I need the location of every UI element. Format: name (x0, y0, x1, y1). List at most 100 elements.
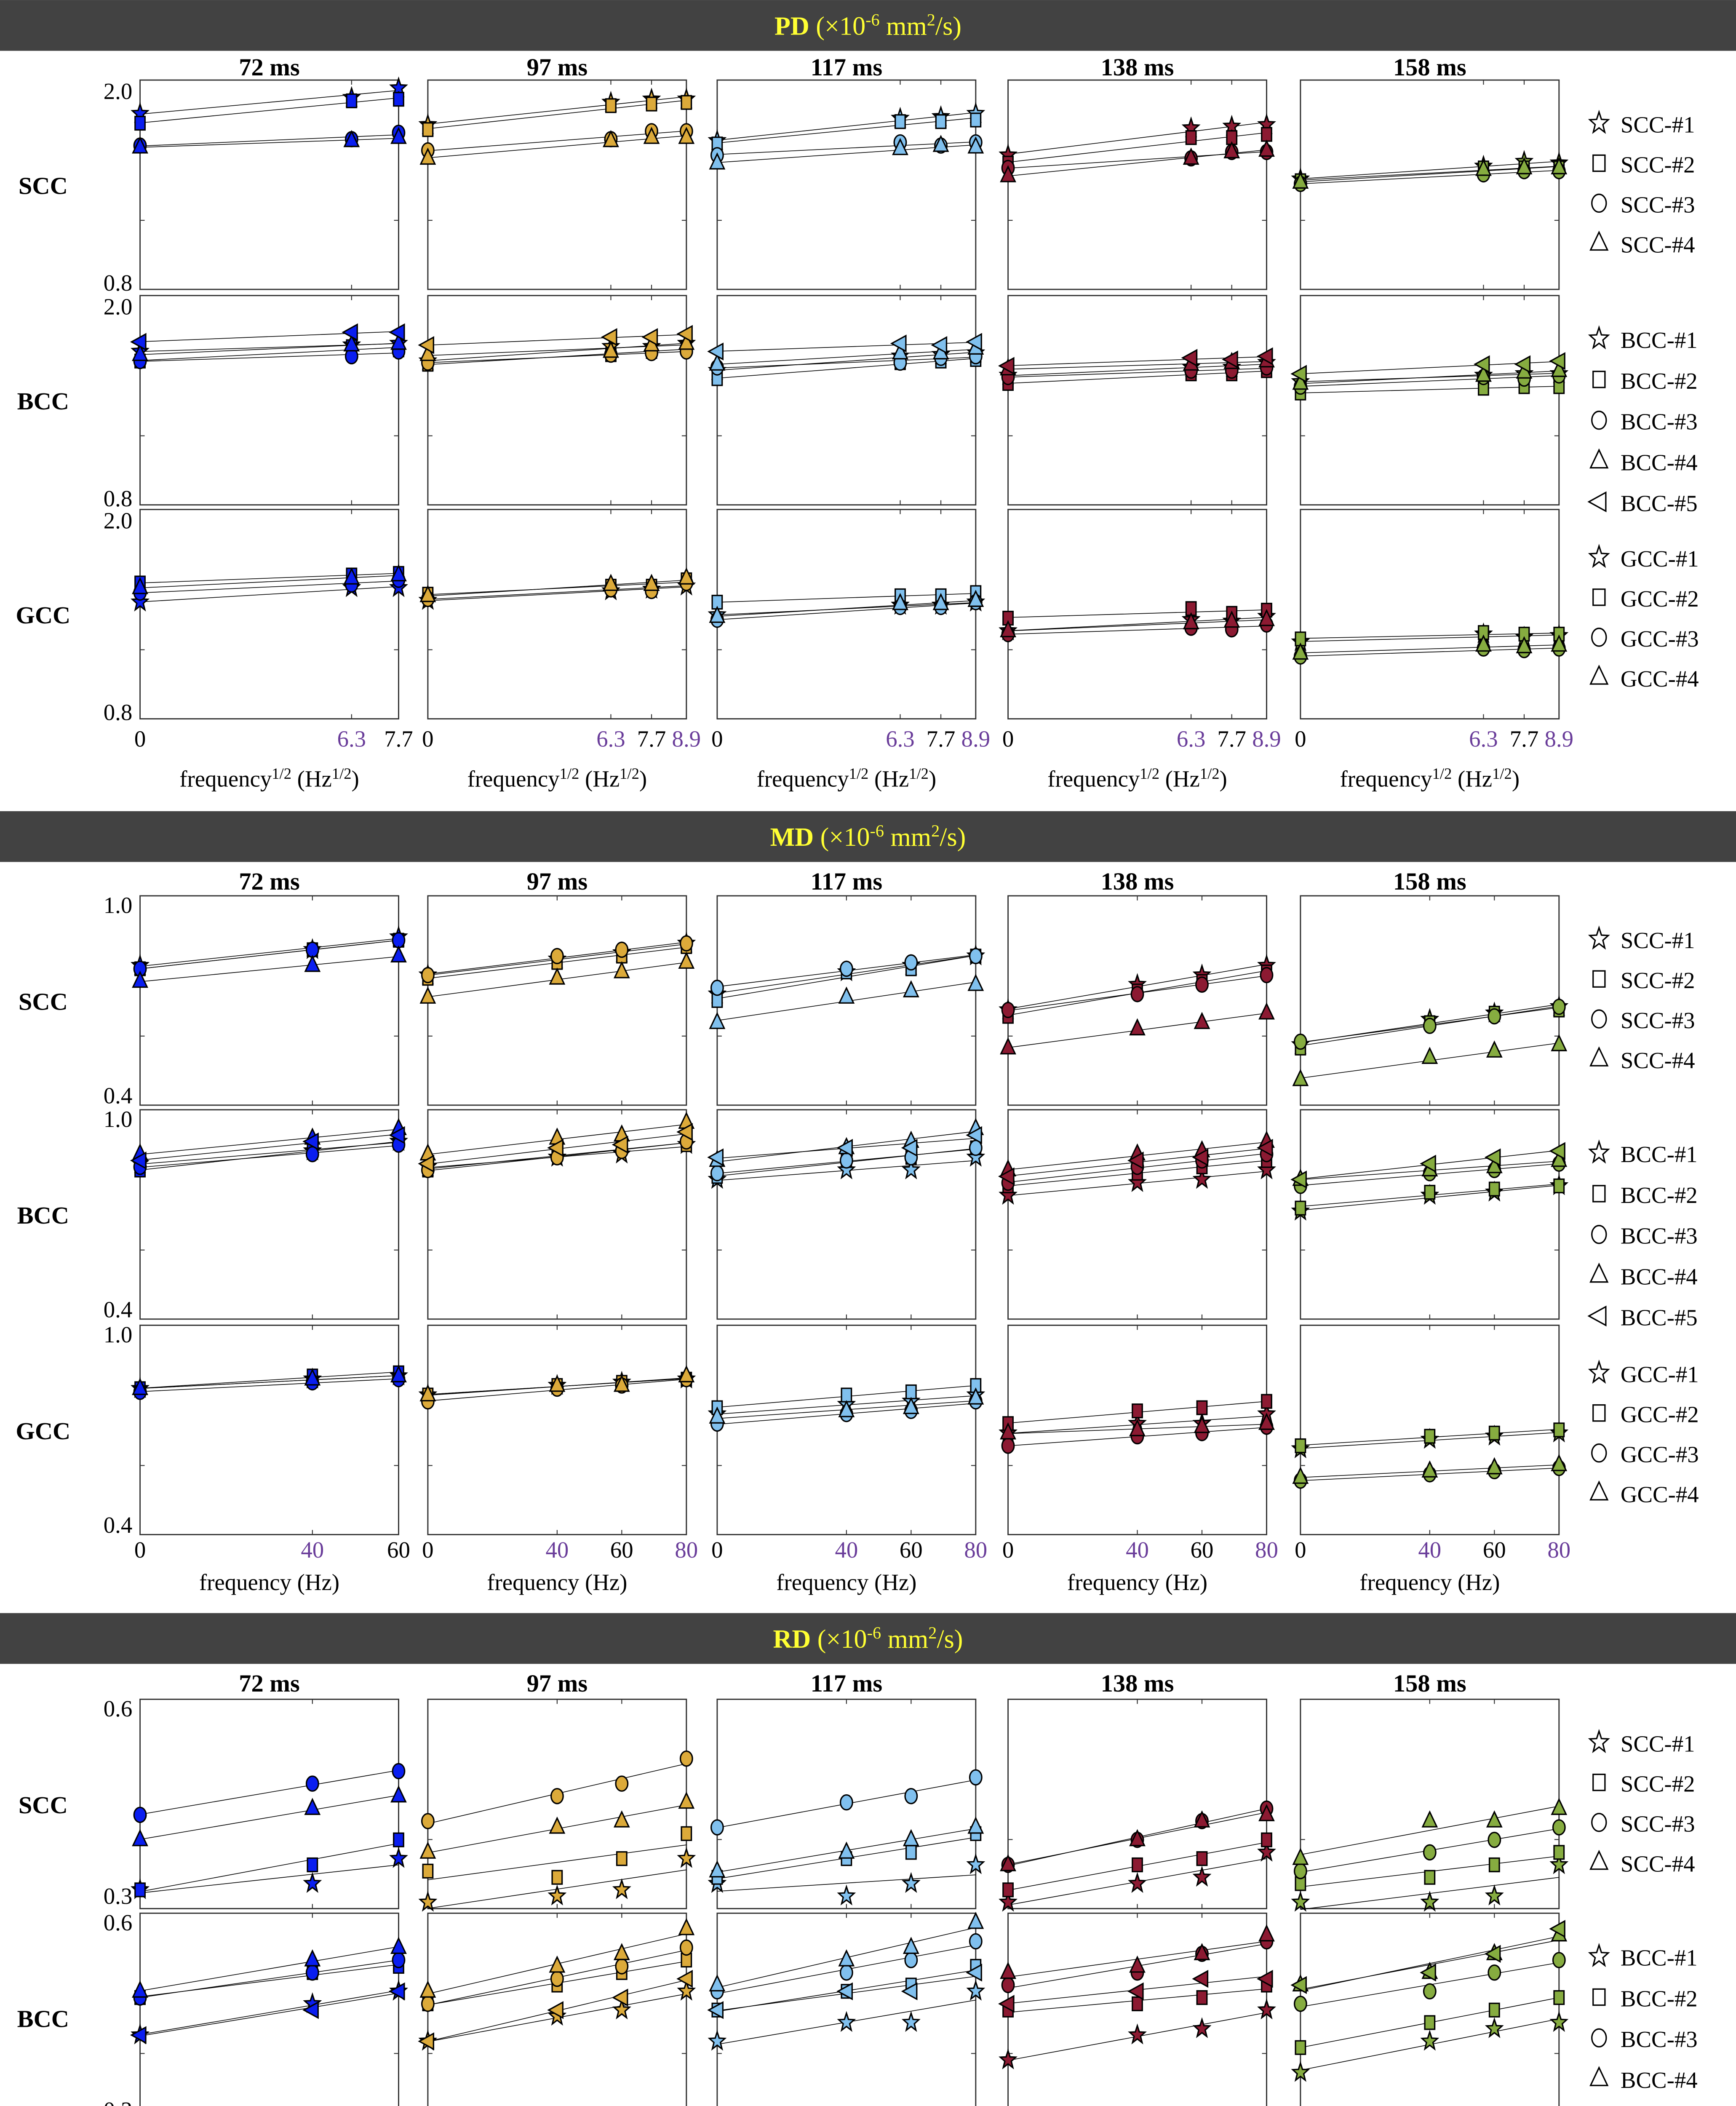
section-pd: PD (×10-6 mm2/s)72 ms0.82.0SCC0.82.0BCC0… (0, 0, 1736, 791)
data-point-circle (1488, 1831, 1501, 1848)
panel-md-scc-117ms (708, 895, 986, 1106)
data-point-triangle-left (130, 333, 147, 351)
data-point-circle (1195, 976, 1209, 993)
data-point-triangle-up (903, 1829, 919, 1847)
y-tick-label: 0.6 (104, 1910, 133, 1935)
plot-area (1300, 509, 1560, 720)
column-title: 72 ms (239, 53, 300, 81)
fit-line (717, 342, 976, 352)
plot-area (427, 295, 687, 506)
fit-line (1008, 617, 1267, 631)
data-point-triangle-left (1290, 1171, 1307, 1189)
data-point-triangle-up (390, 1785, 407, 1803)
data-point-triangle-up (1000, 1037, 1016, 1055)
fit-line (427, 586, 686, 601)
panel-rd-bcc-138ms (998, 1912, 1276, 2106)
data-point-triangle-left (641, 328, 658, 346)
data-point-circle (1552, 999, 1566, 1015)
data-point-triangle-up (678, 1791, 695, 1809)
fit-line (427, 344, 686, 356)
legend-item: SCC-#3 (1591, 1811, 1695, 1837)
data-point-circle (615, 1775, 629, 1792)
data-point-circle (392, 1763, 406, 1780)
data-point-circle (305, 1964, 319, 1981)
legend-item: BCC-#5 (1587, 490, 1698, 516)
fit-line (427, 351, 686, 363)
data-point-square (1261, 127, 1272, 142)
data-point-triangle-left (1192, 1970, 1209, 1988)
data-point-triangle-up (1292, 642, 1309, 660)
legend-label: SCC-#4 (1621, 1048, 1695, 1073)
legend-item: BCC-#4 (1589, 1262, 1698, 1290)
fit-line (427, 96, 686, 125)
fit-line (1008, 368, 1267, 378)
x-tick-label: 8.9 (672, 726, 701, 751)
plot-area (1300, 895, 1560, 1106)
data-point-triangle-left (676, 325, 693, 343)
data-point-star (1257, 1998, 1276, 2020)
row-label: GCC (16, 601, 70, 629)
x-tick-label: 60 (610, 1537, 633, 1563)
fit-line (717, 144, 976, 163)
fit-line (717, 112, 976, 141)
panel-rd-scc-117ms (708, 1698, 986, 1909)
data-point-triangle-up (1475, 364, 1492, 382)
fit-line (140, 938, 399, 967)
data-point-triangle-up (903, 1397, 919, 1414)
legend-item: GCC-#3 (1591, 1442, 1699, 1467)
x-tick-label: 7.7 (1217, 726, 1246, 751)
data-point-triangle-up (343, 130, 360, 147)
data-point-star (837, 1884, 856, 1906)
data-point-triangle-left (418, 1155, 434, 1173)
fit-line (717, 141, 976, 155)
data-point-square (841, 1387, 852, 1403)
x-tick-label: 0 (422, 726, 433, 751)
legend-item: GCC-#3 (1591, 626, 1699, 652)
fit-line (140, 1959, 399, 1998)
data-point-star (1549, 2011, 1569, 2032)
data-point-triangle-up (967, 974, 984, 991)
data-point-triangle-left (1549, 1142, 1565, 1160)
legend-star-icon (1588, 1729, 1610, 1753)
legend-item: GCC-#4 (1589, 1480, 1699, 1507)
data-point-triangle-left (418, 336, 434, 354)
data-point-triangle-left (388, 323, 405, 342)
data-point-triangle-up (1258, 1002, 1275, 1020)
legend-item: GCC-#4 (1589, 664, 1699, 692)
fit-line (427, 135, 686, 158)
panel-md-gcc-72ms: 0.4 1.0 0 40 60 frequency (Hz) (104, 1322, 410, 1595)
fit-line (140, 1371, 399, 1389)
section-header-bar (0, 0, 1736, 51)
data-point-triangle-left (302, 2001, 319, 2019)
panel-rd-scc-138ms (999, 1698, 1276, 1912)
fit-line (717, 357, 976, 369)
legend-triangle-up-icon (1589, 230, 1609, 251)
panel-md-scc-158ms (1291, 895, 1569, 1106)
data-point-triangle-left (601, 328, 617, 346)
x-tick-label: 80 (964, 1537, 987, 1563)
data-point-triangle-up (709, 353, 726, 371)
y-tick-label: 0.8 (104, 486, 133, 511)
x-tick-label: 0 (134, 726, 146, 751)
data-point-star (837, 1158, 856, 1179)
data-point-triangle-left (1484, 1945, 1501, 1963)
legend-triangle-up-icon (1589, 1480, 1609, 1501)
y-tick-label: 0.3 (104, 2097, 133, 2106)
plot-area (1300, 295, 1560, 506)
panel-pd-bcc-138ms (998, 295, 1276, 506)
x-tick-label: 0 (711, 1537, 723, 1563)
legend-star-icon (1588, 325, 1610, 350)
data-point-triangle-up (419, 986, 436, 1004)
panel-pd-gcc-97ms: 0 6.3 7.7 8.9 frequency1/2 (Hz1/2) (418, 509, 701, 791)
data-point-square (895, 114, 906, 129)
fit-line (1008, 371, 1267, 384)
legend-item: SCC-#4 (1589, 1849, 1695, 1877)
data-point-circle (305, 1775, 319, 1792)
row-label: SCC (19, 1791, 68, 1819)
data-point-triangle-left (836, 1982, 853, 2001)
data-point-triangle-left (302, 1132, 319, 1151)
fit-line (1300, 634, 1559, 642)
data-point-triangle-up (132, 970, 148, 988)
legend-triangle-up-icon (1589, 1849, 1609, 1870)
row-label: SCC (19, 988, 68, 1015)
